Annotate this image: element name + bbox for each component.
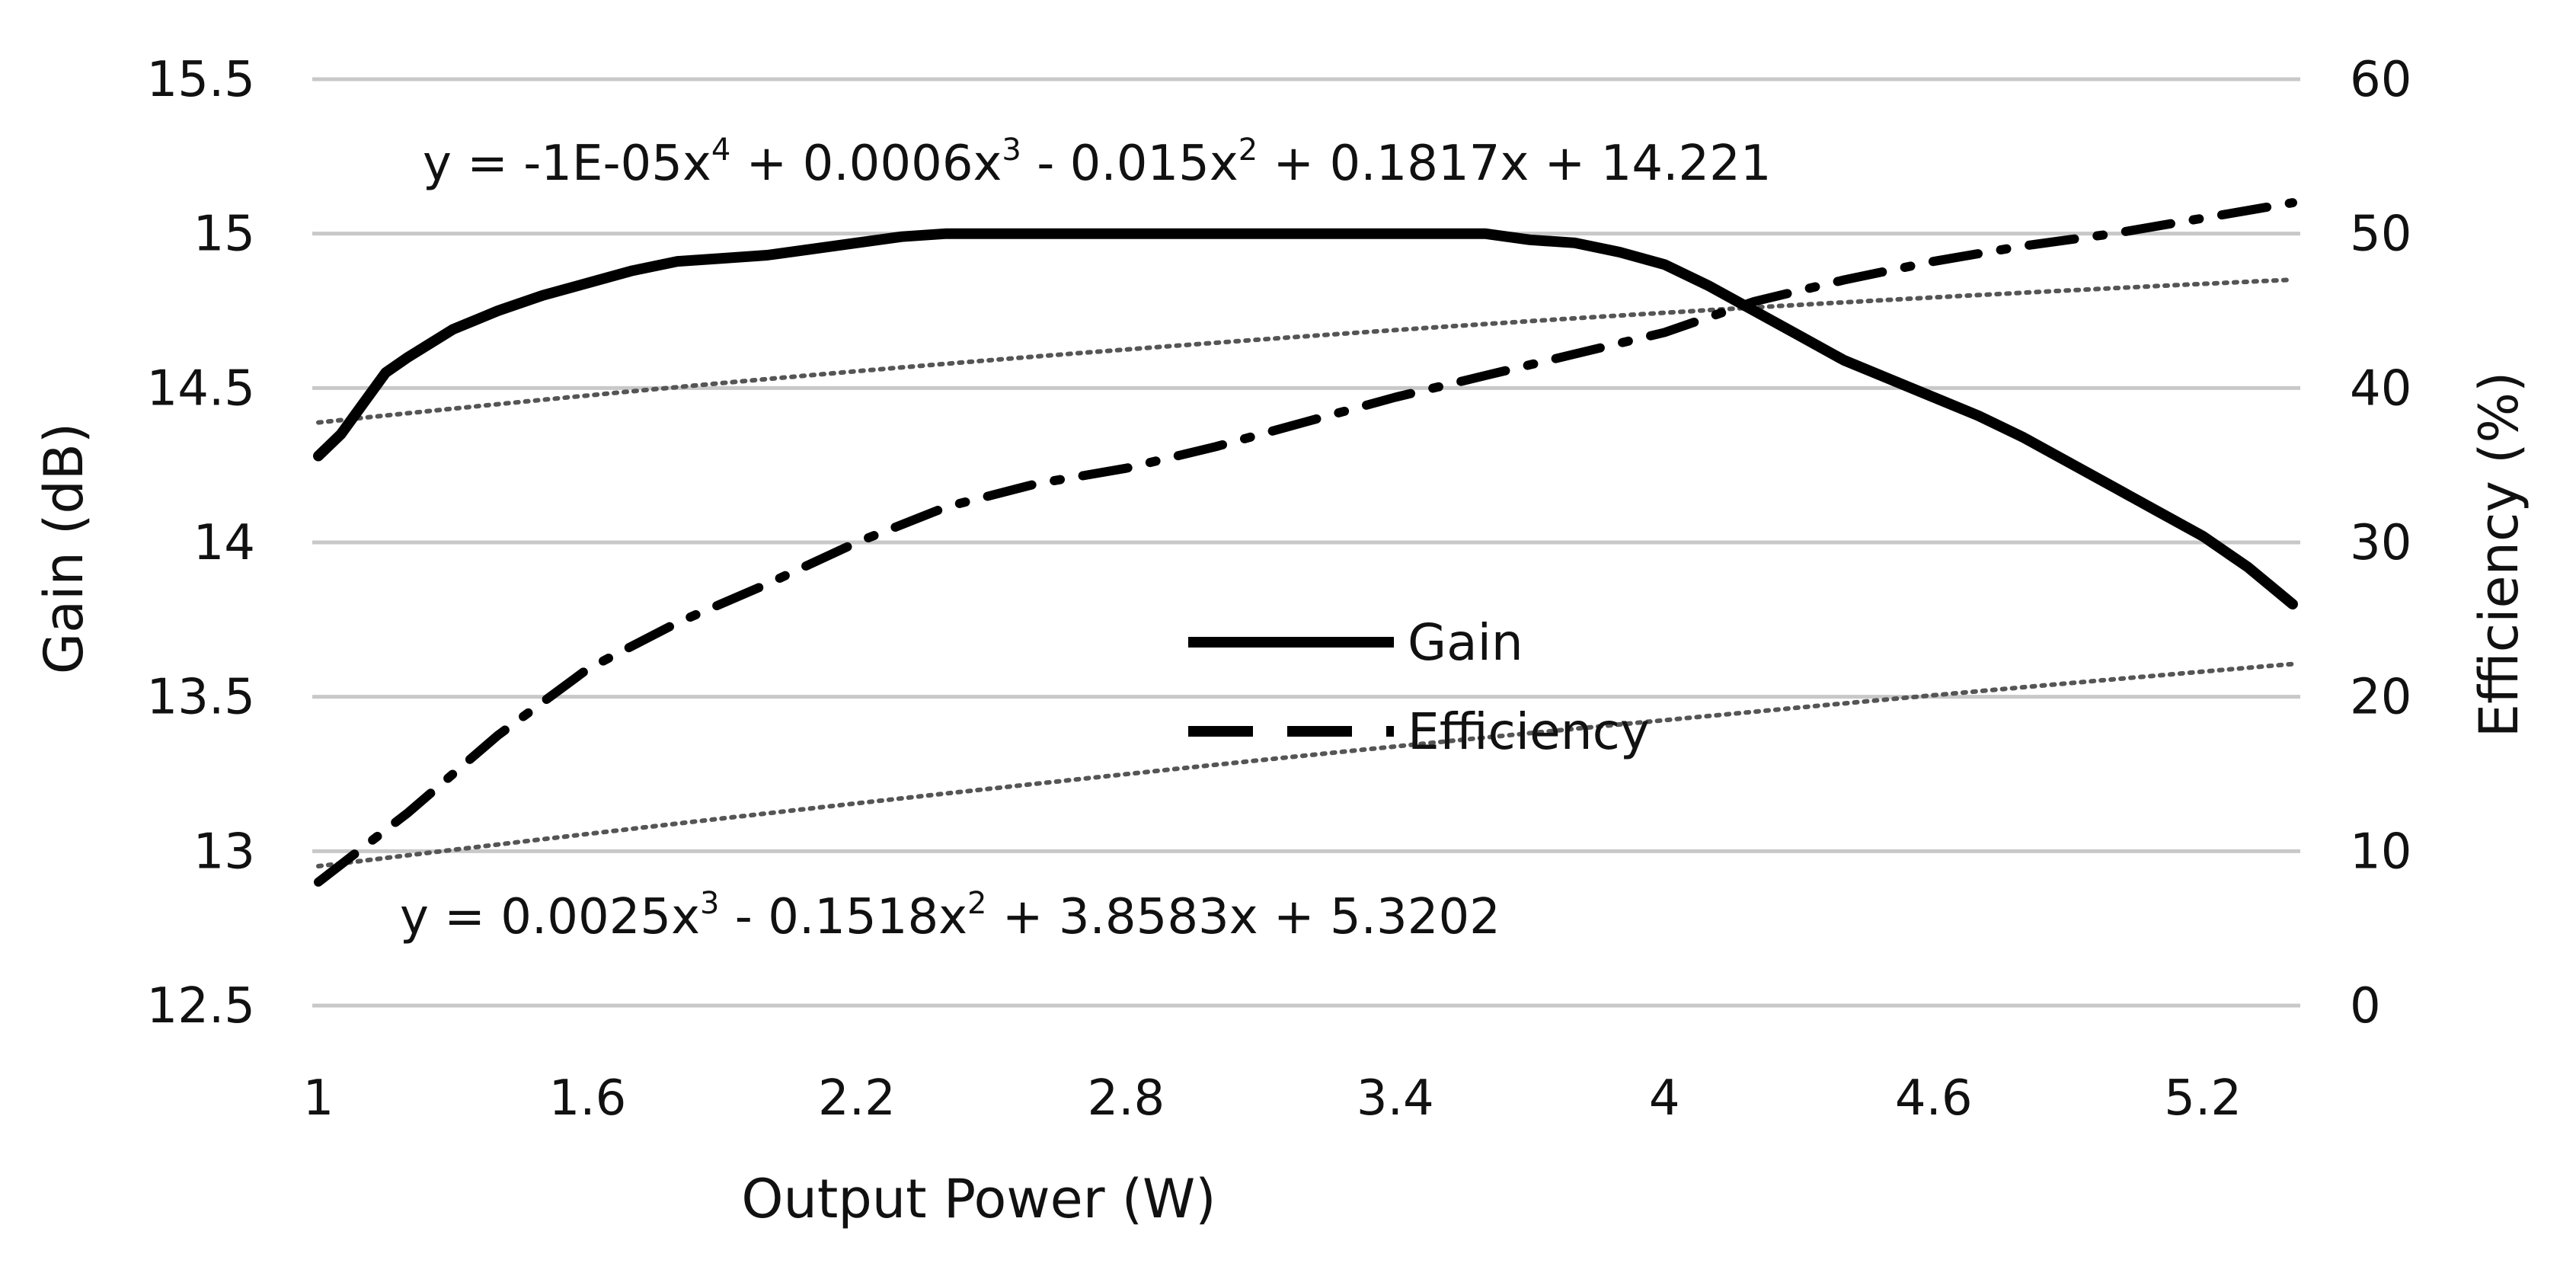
x-tick-label: 4.6 (1895, 1070, 1973, 1127)
legend: Gain Efficiency (1188, 613, 1650, 761)
series-lines (313, 198, 2298, 887)
gridlines (312, 77, 2300, 1008)
efficiency-series-line (314, 198, 2297, 887)
y-right-tick-label: 10 (2350, 823, 2411, 880)
eff-eq-part-1: y = 0.0025x (400, 889, 700, 945)
gain-eq-part-1: y = -1E-05x (423, 136, 711, 192)
x-axis-title: Output Power (W) (741, 1168, 1216, 1230)
x-tick-label: 2.8 (1087, 1070, 1165, 1127)
y-right-tick-label: 50 (2350, 206, 2411, 263)
eff-eq-exp-2: 2 (967, 886, 986, 921)
y-right-tick-label: 0 (2350, 978, 2381, 1035)
gain-eq-part-2: + 0.0006x (730, 136, 1002, 192)
efficiency-trendline-equation: y = 0.0025x3 - 0.1518x2 + 3.8583x + 5.32… (400, 886, 1501, 945)
y-right-tick-label: 60 (2350, 52, 2411, 108)
legend-gain-label: Gain (1408, 613, 1523, 672)
y-left-tick-label: 13 (193, 823, 255, 880)
gain-eq-part-4: + 0.1817x + 14.221 (1258, 136, 1771, 192)
gain-trendline (316, 277, 2295, 425)
y-left-axis-title: Gain (dB) (33, 423, 95, 674)
y-right-axis-title: Efficiency (%) (2468, 372, 2530, 738)
gain-series-line (313, 228, 2298, 610)
gain-eq-exp-4: 4 (711, 133, 730, 168)
trendlines (316, 277, 2295, 868)
legend-efficiency-label: Efficiency (1408, 702, 1650, 761)
y-right-tick-label: 20 (2350, 670, 2411, 726)
eff-eq-part-3: + 3.8583x + 5.3202 (987, 889, 1501, 945)
x-tick-label: 1 (303, 1070, 334, 1127)
efficiency-trendline (316, 661, 2295, 868)
tick-labels: 12.5 13 13.5 14 14.5 15 15.5 0 10 20 30 40 50 60 1 1.6 2… (147, 52, 2412, 1127)
eff-eq-exp-3: 3 (700, 886, 719, 921)
gain-trendline-equation: y = -1E-05x4 + 0.0006x3 - 0.015x2 + 0.18… (423, 133, 1772, 192)
y-left-tick-label: 15.5 (147, 52, 256, 108)
x-tick-label: 3.4 (1357, 1070, 1434, 1127)
y-left-tick-label: 14.5 (147, 360, 256, 417)
gain-eq-part-3: - 0.015x (1021, 136, 1238, 192)
y-right-tick-label: 30 (2350, 515, 2411, 571)
gain-eq-exp-3: 3 (1002, 133, 1021, 168)
x-tick-label: 2.2 (818, 1070, 896, 1127)
y-right-tick-label: 40 (2350, 360, 2411, 417)
x-tick-label: 1.6 (549, 1070, 627, 1127)
y-left-tick-label: 12.5 (147, 978, 256, 1035)
y-left-tick-label: 15 (193, 206, 255, 263)
y-left-tick-label: 13.5 (147, 670, 256, 726)
gain-eq-exp-2: 2 (1238, 133, 1258, 168)
x-tick-label: 4 (1649, 1070, 1680, 1127)
x-tick-label: 5.2 (2164, 1070, 2242, 1127)
y-left-tick-label: 14 (193, 515, 255, 571)
eff-eq-part-2: - 0.1518x (719, 889, 967, 945)
